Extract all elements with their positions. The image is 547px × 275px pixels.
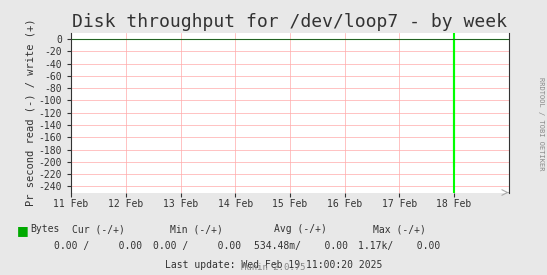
Text: 534.48m/    0.00: 534.48m/ 0.00 (254, 241, 348, 251)
Text: Min (-/+): Min (-/+) (171, 224, 223, 234)
Text: RRDTOOL / TOBI OETIKER: RRDTOOL / TOBI OETIKER (538, 77, 544, 170)
Text: 0.00 /     0.00: 0.00 / 0.00 (54, 241, 143, 251)
Text: 0.00 /     0.00: 0.00 / 0.00 (153, 241, 241, 251)
Text: Cur (-/+): Cur (-/+) (72, 224, 125, 234)
Y-axis label: Pr second read (-) / write (+): Pr second read (-) / write (+) (26, 19, 36, 207)
Text: Last update: Wed Feb 19 11:00:20 2025: Last update: Wed Feb 19 11:00:20 2025 (165, 260, 382, 270)
Text: 1.17k/    0.00: 1.17k/ 0.00 (358, 241, 440, 251)
Text: Bytes: Bytes (30, 224, 60, 234)
Text: ■: ■ (16, 224, 28, 237)
Text: Avg (-/+): Avg (-/+) (275, 224, 327, 234)
Text: Munin 2.0.75: Munin 2.0.75 (241, 263, 306, 272)
Text: Max (-/+): Max (-/+) (373, 224, 426, 234)
Title: Disk throughput for /dev/loop7 - by week: Disk throughput for /dev/loop7 - by week (72, 13, 508, 31)
